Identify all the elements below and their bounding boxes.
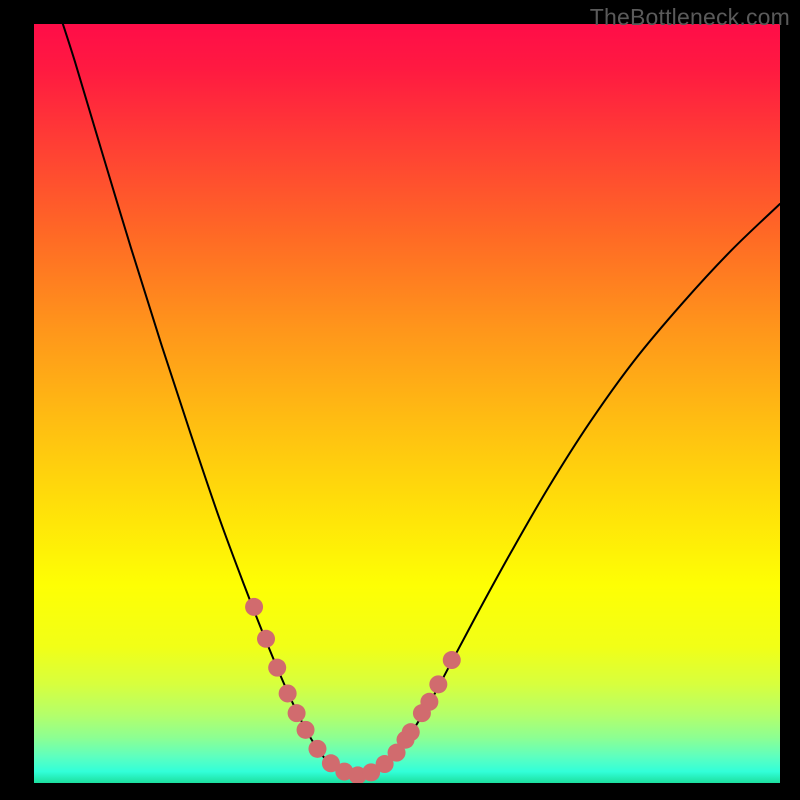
watermark-text: TheBottleneck.com — [590, 4, 790, 31]
highlight-dots — [245, 598, 461, 783]
chart-frame: TheBottleneck.com — [0, 0, 800, 800]
curve-layer — [34, 24, 780, 783]
v-curve — [58, 24, 780, 777]
plot-area — [34, 24, 780, 783]
